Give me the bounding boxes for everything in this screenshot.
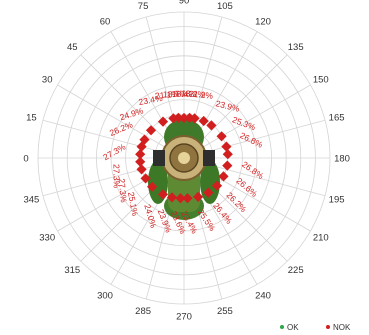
nok-point (189, 113, 200, 124)
angle-tick-label: 45 (67, 42, 78, 53)
nok-point (145, 125, 157, 136)
nok-point (147, 181, 158, 192)
point-value-label: 21.1% (155, 89, 180, 101)
point-value-label: 18.2% (181, 88, 206, 99)
grid-spoke (183, 84, 311, 159)
point-value-label: 27.3% (117, 178, 129, 203)
point-value-label: 18.7% (163, 88, 188, 99)
nok-point (157, 116, 169, 127)
angle-tick-label: 180 (334, 154, 350, 165)
angle-tick-label: 225 (288, 265, 304, 276)
data-points (135, 112, 233, 204)
point-value-label: 26.8% (238, 130, 264, 150)
angle-tick-label: 120 (255, 17, 271, 28)
point-value-label: 24.9% (118, 105, 144, 122)
legend-marker-nok (326, 325, 330, 329)
angle-tick-label: 300 (97, 290, 113, 301)
angle-tick-label: 195 (329, 194, 345, 205)
point-value-label: 21.2% (189, 89, 214, 101)
nok-point (222, 160, 233, 171)
angle-tick-label: 75 (138, 1, 149, 12)
angle-tick-label: 285 (135, 306, 151, 317)
nok-point (203, 187, 214, 198)
angle-tick-label: 345 (23, 194, 39, 205)
angle-tick-label: 0 (23, 154, 28, 165)
legend-label-nok: NOK (333, 323, 351, 332)
angle-tick-label: 150 (313, 75, 329, 86)
angular-tick-labels: 0 15 30 45 60 75 90 105 120 135 150 165 180 195 210 225… (23, 0, 350, 323)
point-value-label: 23.9% (215, 98, 241, 114)
angle-tick-label: 330 (39, 233, 55, 244)
angle-tick-label: 165 (329, 113, 345, 124)
point-value-label: 18.4% (172, 89, 197, 99)
nok-point (135, 149, 146, 160)
nok-point (221, 141, 232, 152)
point-value-label: 23.4% (138, 93, 164, 107)
legend-marker-ok (280, 325, 284, 329)
point-value-label: 25.1% (126, 191, 140, 217)
point-value-label: 27.3% (101, 141, 127, 162)
legend-label-ok: OK (287, 323, 299, 332)
nok-point (136, 141, 147, 152)
angle-tick-label: 60 (100, 17, 111, 28)
angle-tick-label: 255 (217, 306, 233, 317)
nok-point (178, 112, 190, 124)
angle-tick-label: 105 (217, 1, 233, 12)
angle-tick-label: 135 (288, 42, 304, 53)
angle-tick-label: 90 (179, 0, 190, 7)
angle-tick-label: 30 (42, 75, 53, 86)
nok-point (206, 120, 217, 131)
angle-tick-label: 15 (26, 113, 37, 124)
angle-tick-label: 270 (176, 312, 192, 323)
nok-point (198, 115, 209, 127)
nok-point (216, 131, 227, 142)
grid-spoke (57, 84, 185, 159)
legend: OK NOK (280, 323, 351, 332)
angle-tick-label: 240 (255, 290, 271, 301)
angle-tick-label: 315 (64, 265, 80, 276)
point-value-label: 27.3% (111, 164, 121, 189)
nok-point (136, 164, 147, 175)
military-vehicle-image (148, 119, 220, 220)
angle-tick-label: 210 (313, 233, 329, 244)
